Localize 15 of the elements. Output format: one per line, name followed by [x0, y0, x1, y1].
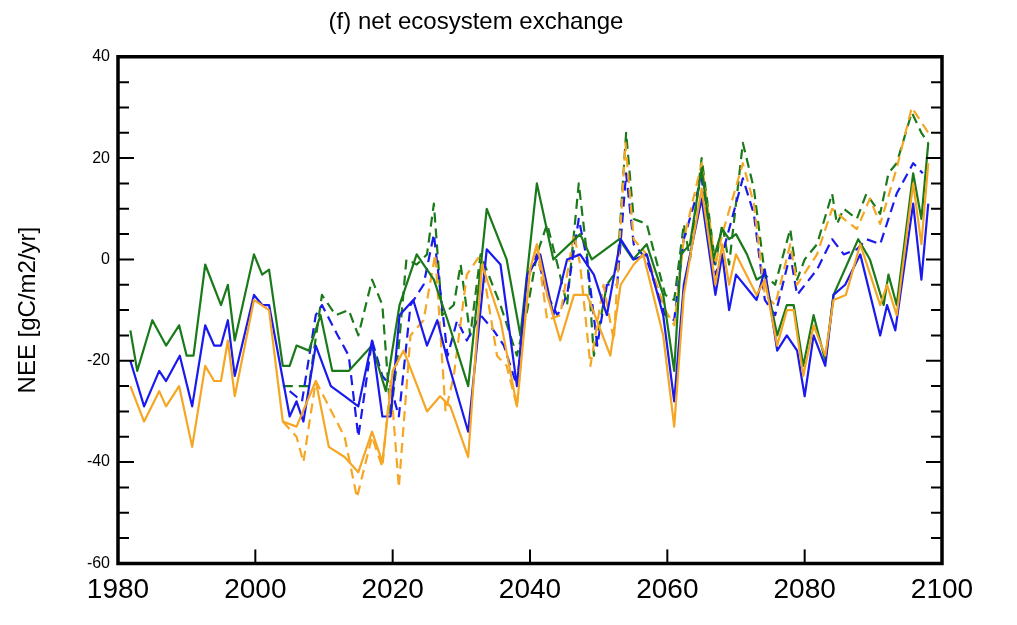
- y-tick-label: -40: [86, 452, 111, 470]
- y-axis-title: NEE [gC/m2/yr]: [13, 226, 41, 394]
- y-tick-label: 40: [92, 47, 111, 65]
- x-tick-label: 2040: [498, 572, 562, 604]
- x-tick-label: 2020: [361, 572, 424, 604]
- y-tick-label: -60: [86, 553, 111, 571]
- chart-title: (f) net ecosystem exchange: [328, 7, 624, 35]
- x-tick-label: 2000: [224, 572, 287, 604]
- x-tick-label: 2100: [910, 572, 974, 604]
- y-tick-label: -20: [86, 351, 111, 369]
- x-tick-label: 2080: [773, 572, 836, 604]
- y-tick-label: 0: [101, 249, 111, 267]
- x-tick-label: 2060: [636, 572, 699, 604]
- x-tick-label: 1980: [86, 572, 150, 604]
- y-tick-label: 20: [92, 148, 111, 166]
